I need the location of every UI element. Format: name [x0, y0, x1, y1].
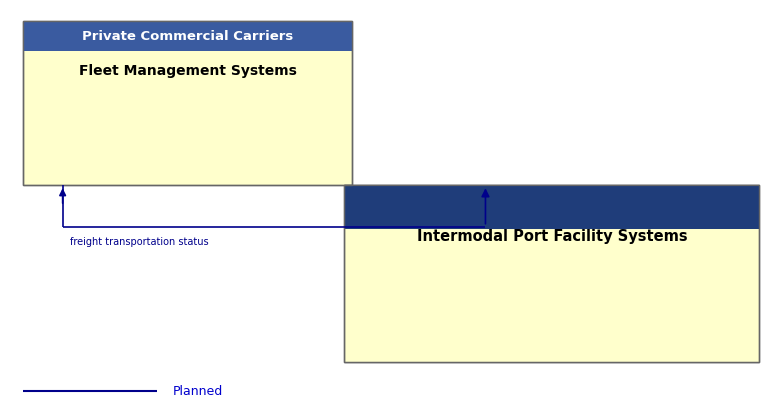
Bar [23, 21, 352, 52]
Text: Planned: Planned [172, 385, 222, 398]
Bar [23, 21, 352, 185]
Text: Private Commercial Carriers: Private Commercial Carriers [82, 30, 294, 42]
Text: Fleet Management Systems: Fleet Management Systems [79, 64, 297, 78]
Bar [345, 216, 760, 229]
FancyBboxPatch shape [345, 185, 760, 363]
Bar [23, 21, 352, 185]
Text: Intermodal Port Facility Systems: Intermodal Port Facility Systems [417, 229, 687, 243]
Text: freight transportation status: freight transportation status [70, 237, 209, 247]
FancyBboxPatch shape [345, 185, 760, 229]
